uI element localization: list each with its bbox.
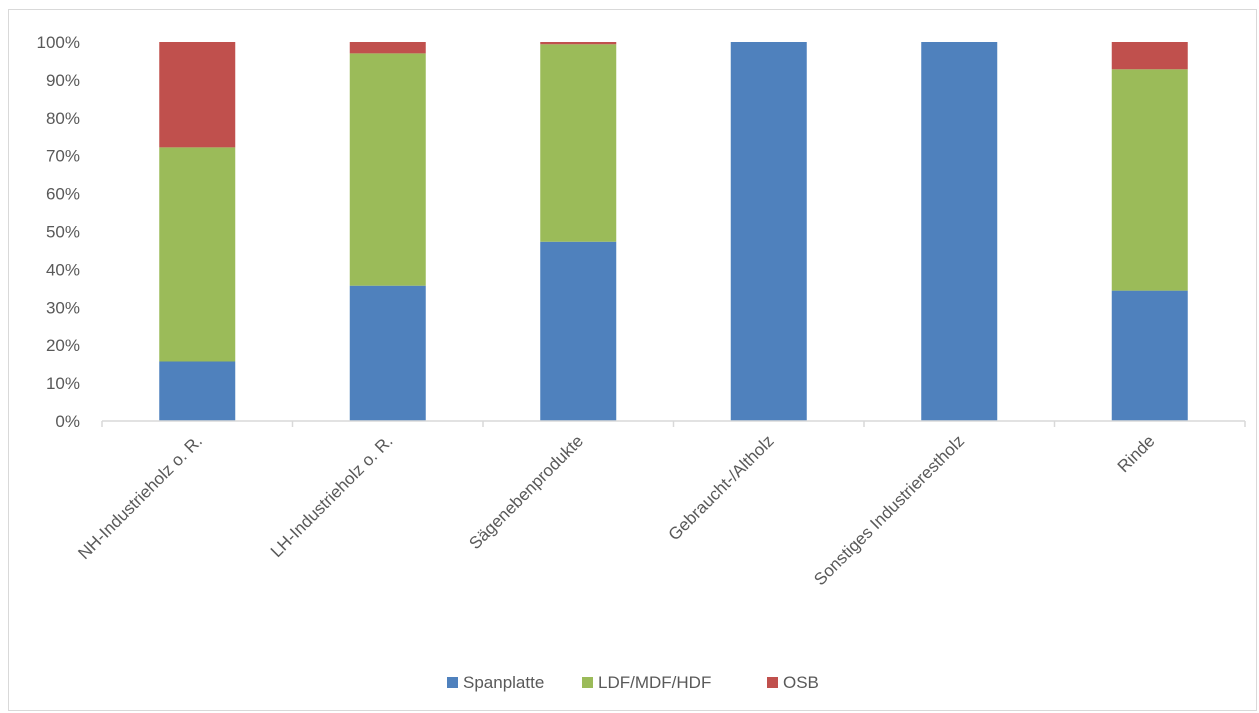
x-tick-label: LH-Industrieholz o. R. (267, 431, 397, 561)
legend-label: LDF/MDF/HDF (598, 673, 711, 692)
y-tick-label: 10% (46, 374, 80, 393)
bar-stacks (159, 42, 1188, 421)
x-axis-tick-labels: NH-Industrieholz o. R. LH-Industrieholz o… (74, 431, 1158, 589)
bar-segment-spanplatte (1111, 290, 1188, 421)
y-tick-label: 80% (46, 109, 80, 128)
x-tick-label: NH-Industrieholz o. R. (74, 431, 206, 563)
bar-segment-spanplatte (730, 42, 807, 421)
bar-segment-spanplatte (349, 285, 426, 421)
bar-segment-osb (349, 42, 426, 54)
legend-swatch (447, 677, 458, 688)
legend-swatch (582, 677, 593, 688)
x-axis (101, 420, 1246, 427)
y-tick-label: 90% (46, 71, 80, 90)
x-tick-label: Gebraucht-/Altholz (665, 431, 778, 544)
bar-segment-ldf-mdf-hdf (540, 44, 617, 242)
legend-label: Spanplatte (463, 673, 544, 692)
legend-label: OSB (783, 673, 819, 692)
y-tick-label: 40% (46, 260, 80, 279)
y-axis-tick-labels: 0% 10% 20% 30% 40% 50% 60% 70% 80% 90% 100% (37, 33, 80, 431)
y-tick-label: 30% (46, 298, 80, 317)
bar-segment-spanplatte (159, 361, 236, 421)
bar-segment-osb (1111, 42, 1188, 70)
x-tick-label: Sonstiges Industrierestholz (810, 431, 968, 589)
bar-segment-ldf-mdf-hdf (1111, 69, 1188, 291)
bar-segment-ldf-mdf-hdf (159, 147, 236, 362)
legend: Spanplatte LDF/MDF/HDF OSB (447, 673, 819, 692)
y-tick-label: 20% (46, 336, 80, 355)
y-tick-label: 50% (46, 223, 80, 242)
x-tick-label: Rinde (1114, 431, 1159, 476)
bar-segment-spanplatte (540, 241, 617, 421)
legend-swatch (767, 677, 778, 688)
y-tick-label: 100% (37, 33, 80, 52)
bar-segment-osb (159, 42, 236, 148)
bar-segment-spanplatte (921, 42, 998, 421)
bar-segment-ldf-mdf-hdf (349, 53, 426, 286)
y-tick-label: 0% (55, 412, 80, 431)
y-tick-label: 60% (46, 185, 80, 204)
bar-segment-osb (540, 42, 617, 45)
x-tick-label: Sägenebenprodukte (465, 431, 587, 553)
y-tick-label: 70% (46, 147, 80, 166)
